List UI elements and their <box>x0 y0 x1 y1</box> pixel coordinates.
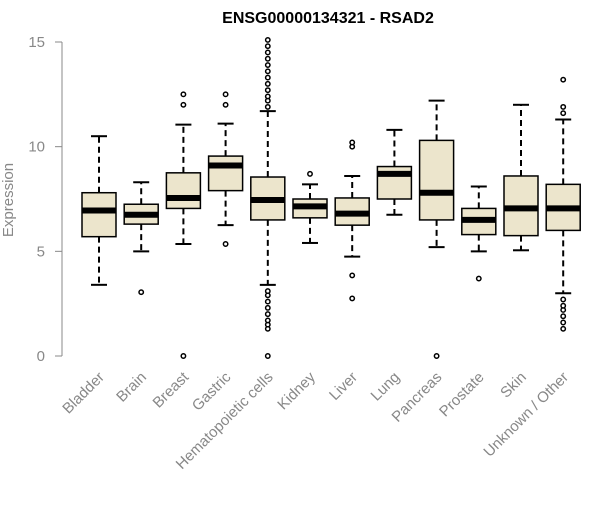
outlier-point <box>560 313 567 320</box>
outlier-point <box>560 296 567 303</box>
outlier-point <box>264 80 271 87</box>
box-pancreas <box>418 99 455 359</box>
chart-title: ENSG00000134321 - RSAD2 <box>222 10 434 27</box>
outlier-point <box>264 55 271 62</box>
y-tick-label: 15 <box>28 34 45 51</box>
outlier-point <box>560 325 567 332</box>
box-breast <box>165 91 202 359</box>
outlier-point <box>264 353 271 359</box>
boxes <box>81 36 581 359</box>
box-iqr <box>81 191 117 238</box>
y-axis: 0 5 10 15 <box>28 34 63 365</box>
x-tick-label: Bladder <box>59 369 108 418</box>
outlier-point <box>264 68 271 75</box>
box-liver <box>334 139 370 302</box>
outlier-point <box>264 311 271 318</box>
outlier-point <box>560 76 567 83</box>
outlier-point <box>264 49 271 56</box>
outlier-point <box>264 43 271 50</box>
outlier-point <box>264 36 271 43</box>
outlier-point <box>560 319 567 326</box>
outlier-point <box>180 353 187 359</box>
box-kidney <box>292 170 328 244</box>
outlier-point <box>560 103 567 110</box>
box-iqr <box>207 155 244 192</box>
outlier-point <box>264 62 271 68</box>
outlier-point <box>264 87 271 94</box>
outlier-point <box>180 101 187 108</box>
outlier-point <box>264 103 271 110</box>
outlier-point <box>138 289 145 296</box>
box-brain <box>123 181 159 296</box>
y-axis-label: Expression <box>0 163 17 237</box>
outlier-point <box>222 101 229 108</box>
box-skin <box>503 103 539 252</box>
x-tick-label: Kidney <box>274 368 319 413</box>
y-tick-label: 0 <box>37 348 45 365</box>
box-lung <box>376 128 413 216</box>
outlier-point <box>475 275 482 282</box>
x-tick-label: Brain <box>113 369 150 406</box>
outlier-point <box>264 288 271 295</box>
outlier-point <box>349 295 356 302</box>
box-prostate <box>461 185 497 282</box>
box-gastric <box>207 91 244 247</box>
outlier-point <box>264 74 271 81</box>
box-unknown-other <box>545 76 581 332</box>
x-tick-label: Prostate <box>436 369 488 421</box>
box-bladder <box>81 135 117 286</box>
outlier-point <box>349 139 356 146</box>
outlier-point <box>222 241 229 247</box>
x-tick-label: Liver <box>326 369 361 404</box>
outlier-point <box>222 91 229 98</box>
outlier-point <box>264 298 271 305</box>
outlier-point <box>264 317 271 324</box>
y-tick-label: 10 <box>28 139 45 156</box>
outlier-point <box>433 353 440 359</box>
outlier-point <box>560 302 567 309</box>
box-iqr <box>418 139 455 221</box>
box-hematopoietic-cells <box>250 36 286 359</box>
x-tick-label: Breast <box>150 368 193 411</box>
outlier-point <box>560 110 567 117</box>
outlier-point <box>264 304 271 311</box>
box-iqr <box>165 172 202 210</box>
x-tick-label: Skin <box>497 369 530 402</box>
outlier-point <box>264 93 271 100</box>
outlier-point <box>307 170 313 177</box>
outlier-point <box>349 272 356 279</box>
x-tick-label: Lung <box>368 369 404 405</box>
outlier-point <box>180 91 187 98</box>
y-tick-label: 5 <box>37 243 45 260</box>
